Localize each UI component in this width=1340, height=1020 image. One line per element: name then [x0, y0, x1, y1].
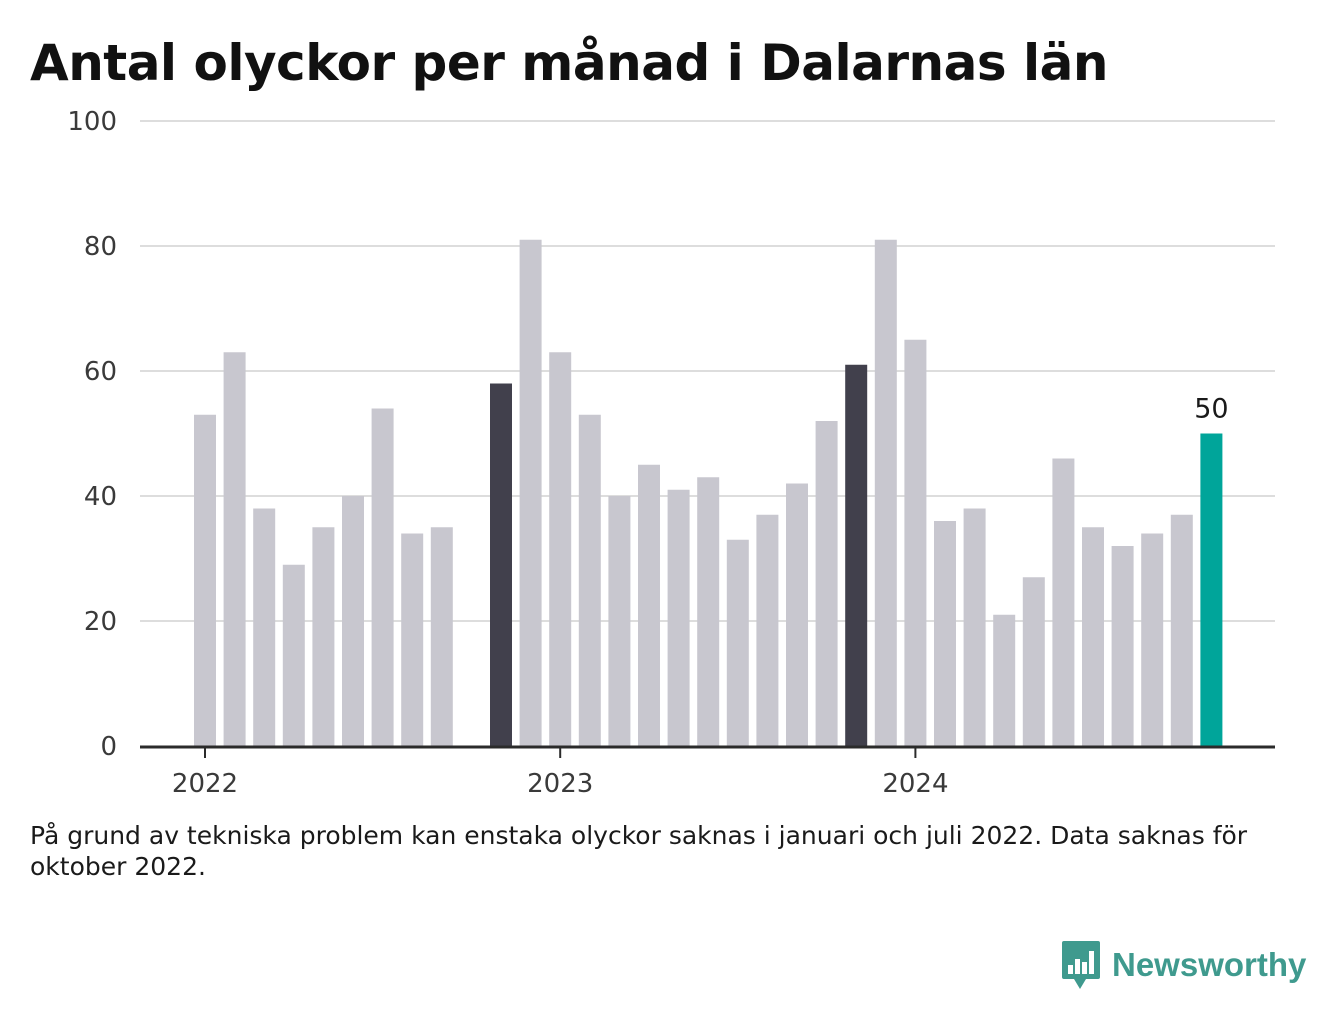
x-tick-label: 2024 [882, 769, 948, 799]
bar-2024-04 [993, 614, 1016, 746]
bar-2024-03 [963, 508, 986, 746]
bar-2023-07 [726, 539, 749, 746]
bar-2022-12 [519, 239, 542, 746]
bar-2022-06 [342, 496, 364, 746]
bars [194, 239, 1223, 746]
y-tick-label: 60 [84, 357, 117, 387]
y-tick-label: 80 [84, 232, 117, 262]
bar-2022-02 [223, 352, 246, 746]
bar-2024-05 [1022, 577, 1045, 746]
bar-2022-05 [312, 527, 335, 746]
bar-2024-08 [1111, 546, 1134, 746]
bar-2023-03 [608, 496, 631, 746]
bar-2023-11 [845, 364, 868, 746]
bar-2022-07 [371, 408, 394, 746]
bar-2024-02 [934, 521, 956, 746]
y-tick-label: 100 [67, 107, 117, 137]
bar-2023-04 [638, 464, 660, 746]
bar-2024-06 [1052, 458, 1075, 746]
bar-2023-12 [874, 239, 897, 746]
bar-2024-07 [1082, 527, 1104, 746]
bar-2022-09 [430, 527, 453, 746]
bar-2022-03 [253, 508, 276, 746]
y-tick-label: 0 [100, 732, 117, 762]
bar-2023-02 [578, 414, 601, 746]
bar-2022-08 [401, 533, 424, 746]
bar-2023-08 [756, 514, 779, 746]
bar-chart: 0 20 40 60 80 100 2022 2023 2024 50 [67, 107, 1275, 799]
bar-2023-10 [815, 421, 838, 746]
annotations: 50 [1194, 394, 1228, 425]
footnote: På grund av tekniska problem kan enstaka… [30, 821, 1248, 881]
bar-2024-10 [1170, 514, 1193, 746]
bar-2022-04 [282, 564, 305, 746]
brand-logo: Newsworthy [1060, 938, 1306, 992]
bar-2022-01 [194, 414, 216, 746]
y-tick-label: 40 [84, 482, 117, 512]
y-tick-label: 20 [84, 607, 117, 637]
bar-2024-01 [904, 339, 927, 746]
x-tick-label: 2023 [527, 769, 593, 799]
brand-name: Newsworthy [1112, 946, 1307, 983]
x-tick-label: 2022 [172, 769, 238, 799]
x-axis-ticks: 2022 2023 2024 [172, 748, 948, 799]
bar-2022-11 [490, 383, 512, 746]
bar-2024-09 [1141, 533, 1164, 746]
y-axis-ticks: 0 20 40 60 80 100 [67, 107, 117, 762]
bar-2023-01 [549, 352, 572, 746]
data-label: 50 [1194, 394, 1228, 425]
bar-2023-05 [667, 489, 690, 746]
chart-title: Antal olyckor per månad i Dalarnas län [30, 34, 1108, 92]
bar-2024-11 [1200, 433, 1223, 746]
bar-chart-speech-bubble-icon [1062, 941, 1100, 989]
bar-2023-06 [697, 477, 720, 746]
bar-2023-09 [786, 483, 808, 746]
